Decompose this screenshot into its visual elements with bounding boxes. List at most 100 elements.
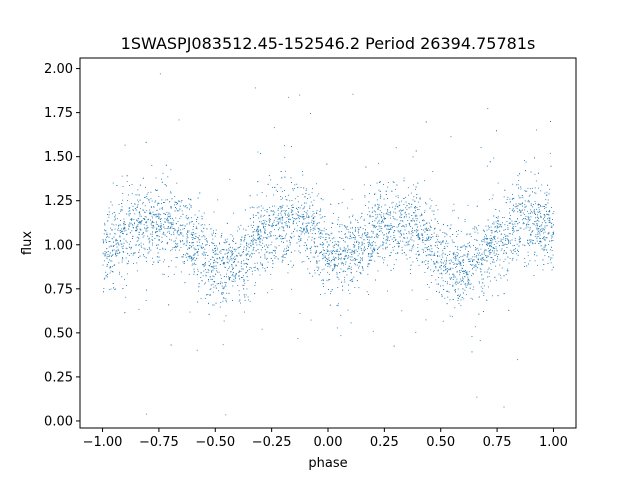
data-point: [349, 280, 351, 281]
data-point: [162, 248, 164, 250]
data-point: [131, 247, 132, 249]
data-point: [252, 241, 254, 243]
data-point: [535, 192, 537, 194]
data-point: [220, 252, 222, 254]
data-point: [199, 239, 201, 241]
data-point: [167, 176, 169, 178]
data-point: [164, 202, 166, 203]
data-point: [320, 244, 322, 246]
data-point: [117, 229, 119, 231]
data-point: [456, 270, 458, 272]
data-point: [229, 178, 231, 180]
data-point: [327, 246, 329, 248]
data-point: [470, 236, 472, 237]
data-point: [262, 263, 263, 265]
data-point: [399, 223, 401, 224]
data-point: [257, 229, 259, 231]
data-point: [226, 241, 228, 243]
data-point: [338, 254, 340, 256]
data-point: [209, 245, 210, 247]
data-point: [253, 231, 255, 233]
data-point: [345, 263, 347, 265]
data-point: [204, 298, 206, 299]
data-point: [474, 228, 475, 230]
data-point: [281, 206, 283, 208]
data-point: [355, 227, 356, 229]
data-point: [291, 205, 293, 207]
data-point: [147, 218, 149, 220]
data-point: [466, 234, 468, 236]
data-point: [493, 244, 495, 245]
data-point: [387, 240, 388, 242]
data-point: [349, 234, 351, 236]
data-point: [446, 234, 448, 236]
data-point: [178, 210, 180, 212]
data-point: [394, 246, 395, 248]
data-point: [280, 217, 282, 219]
data-point: [337, 241, 339, 243]
data-point: [207, 241, 208, 243]
data-point: [292, 213, 294, 215]
data-point: [325, 237, 327, 238]
data-point: [545, 237, 547, 239]
data-point: [223, 249, 224, 250]
data-point: [519, 227, 521, 229]
data-point: [467, 204, 469, 206]
data-point: [345, 227, 347, 228]
data-point: [372, 224, 374, 226]
data-point: [448, 273, 450, 275]
data-point: [272, 223, 274, 225]
data-point: [285, 235, 286, 237]
data-point: [307, 198, 308, 199]
data-point: [167, 219, 169, 221]
data-point: [244, 282, 246, 284]
data-point: [264, 220, 266, 222]
data-point: [152, 239, 154, 241]
data-point: [264, 257, 266, 259]
data-point: [375, 279, 376, 281]
data-point: [229, 258, 231, 260]
data-point: [461, 297, 463, 298]
data-point: [386, 228, 388, 230]
data-point: [358, 235, 360, 236]
data-point: [226, 276, 227, 278]
data-point: [258, 234, 259, 235]
data-point: [383, 259, 385, 261]
data-point: [422, 220, 423, 222]
data-point: [151, 239, 153, 241]
data-point: [551, 226, 553, 228]
data-point: [139, 184, 141, 186]
data-point: [150, 233, 152, 235]
data-point: [398, 224, 400, 225]
data-point: [547, 184, 548, 186]
data-point: [518, 195, 520, 197]
data-point: [109, 233, 111, 235]
data-point: [257, 226, 259, 228]
data-point: [230, 271, 232, 273]
data-point: [520, 211, 522, 213]
data-point: [463, 244, 465, 246]
data-point: [140, 229, 142, 231]
data-point: [293, 188, 295, 189]
data-point: [235, 264, 237, 266]
data-point: [113, 245, 115, 246]
data-point: [275, 235, 277, 237]
data-point: [344, 281, 346, 283]
data-point: [123, 228, 125, 229]
data-point: [409, 203, 410, 205]
data-point: [405, 214, 407, 216]
data-point: [261, 210, 262, 212]
data-point: [275, 256, 277, 258]
data-point: [520, 186, 522, 188]
data-point: [190, 246, 192, 248]
data-point: [316, 250, 317, 252]
data-point: [192, 239, 194, 240]
data-point: [313, 220, 315, 222]
data-point: [313, 222, 315, 224]
data-point: [129, 232, 131, 234]
data-point: [303, 227, 304, 229]
data-point: [264, 253, 266, 255]
data-point: [306, 256, 308, 257]
data-point: [402, 225, 404, 226]
data-point: [464, 289, 466, 291]
